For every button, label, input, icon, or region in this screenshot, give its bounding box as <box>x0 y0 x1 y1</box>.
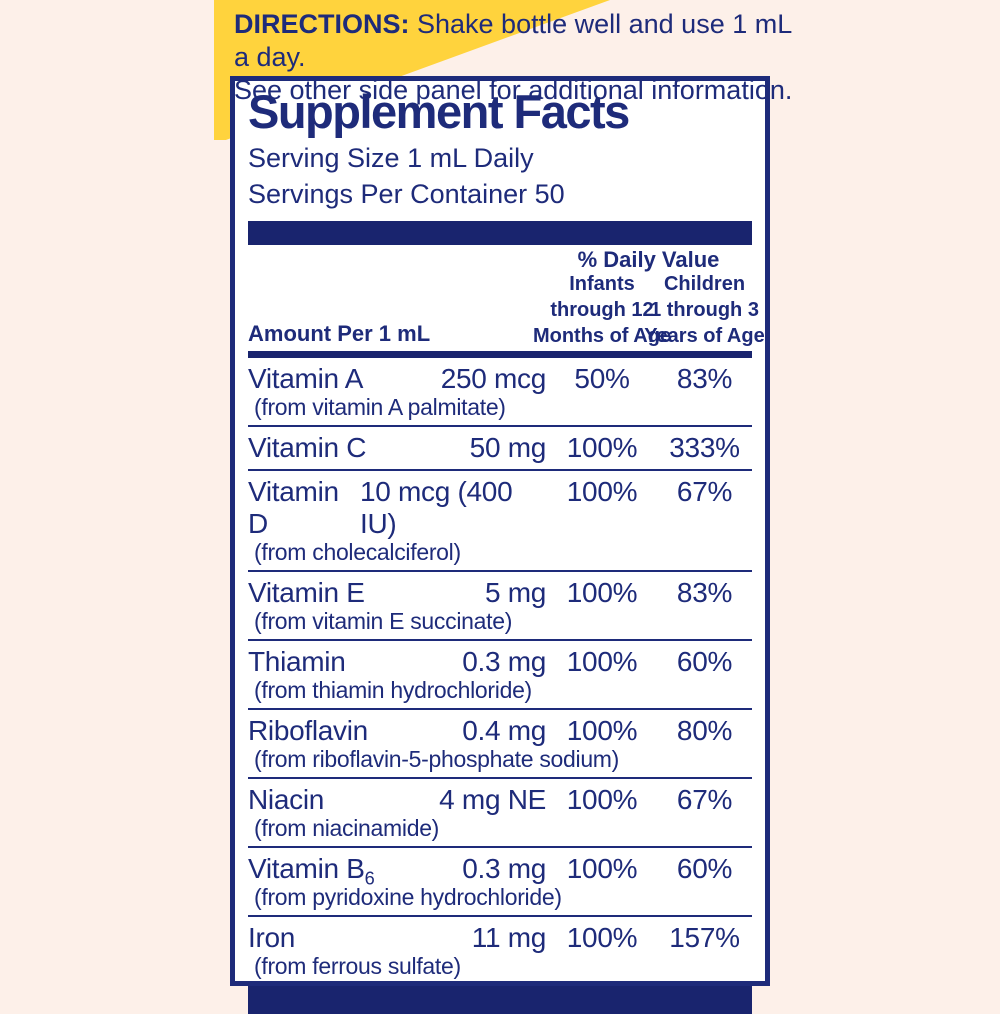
nutrient-source: (from cholecalciferol) <box>254 539 461 565</box>
table-row-iron: Iron 11 mg 100% 157% (from ferrous sulfa… <box>248 917 752 984</box>
header-children-column: Children 1 through 3 Years of Age <box>644 271 764 349</box>
infants-dv: 100% <box>566 432 638 463</box>
nutrient-amount: 11 mg <box>471 922 547 953</box>
directions-line1-rest: Shake bottle well and use 1 mL a day. <box>234 9 792 72</box>
nutrient-name: Iron <box>248 922 296 953</box>
header-children-line1: Children <box>663 273 746 295</box>
panel-title: Supplement Facts <box>248 85 630 138</box>
header-children-line3: Years of Age <box>644 325 765 347</box>
nutrient-source: (from vitamin E succinate) <box>254 608 513 634</box>
divider-bar-bottom <box>248 986 752 1014</box>
nutrient-source: (from ferrous sulfate) <box>254 953 461 979</box>
nutrient-source: (from thiamin hydrochloride) <box>254 677 532 703</box>
children-dv: 83% <box>676 363 733 394</box>
table-row-vitamin-d: Vitamin D 10 mcg (400 IU) 100% 67% (from… <box>248 471 752 572</box>
table-row-vitamin-b6: Vitamin B6 0.3 mg 100% 60% (from pyridox… <box>248 848 752 917</box>
directions-line2: See other side panel for additional info… <box>234 75 793 105</box>
nutrient-name: Thiamin <box>248 646 346 677</box>
infants-dv: 100% <box>566 476 638 507</box>
serving-size: Serving Size 1 mL Daily <box>248 143 534 173</box>
nutrient-amount: 5 mg <box>484 577 546 608</box>
nutrient-table: Vitamin A 250 mcg 50% 83% (from vitamin … <box>248 358 752 984</box>
nutrient-name: Vitamin A <box>248 363 364 394</box>
children-dv: 157% <box>669 922 740 953</box>
infants-dv: 50% <box>574 363 630 394</box>
table-row-vitamin-e: Vitamin E 5 mg 100% 83% (from vitamin E … <box>248 572 752 641</box>
nutrient-amount: 0.3 mg <box>462 646 546 677</box>
supplement-facts-panel: Supplement Facts Serving Size 1 mL Daily… <box>230 76 770 1014</box>
divider-bar-top <box>248 221 752 245</box>
directions-label: DIRECTIONS: <box>234 9 410 39</box>
nutrient-amount: 0.3 mg <box>462 853 546 884</box>
children-dv: 67% <box>676 784 733 815</box>
table-row-vitamin-c: Vitamin C 50 mg 100% 333% <box>248 427 752 471</box>
nutrient-source: (from pyridoxine hydrochloride) <box>254 884 562 910</box>
nutrient-source: (from vitamin A palmitate) <box>254 394 506 420</box>
nutrient-amount: 4 mg NE <box>439 784 546 815</box>
table-row-niacin: Niacin 4 mg NE 100% 67% (from niacinamid… <box>248 779 752 848</box>
nutrient-name: Vitamin D <box>248 476 339 539</box>
children-dv: 80% <box>676 715 733 746</box>
nutrient-amount: 0.4 mg <box>462 715 546 746</box>
infants-dv: 100% <box>566 646 638 677</box>
nutrient-name: Vitamin B6 <box>248 853 375 889</box>
infants-dv: 100% <box>566 922 638 953</box>
nutrient-amount: 250 mcg <box>440 363 547 394</box>
table-row-riboflavin: Riboflavin 0.4 mg 100% 80% (from ribofla… <box>248 710 752 779</box>
header-infants-line2: through 12 <box>550 299 654 321</box>
infants-dv: 100% <box>566 784 638 815</box>
children-dv: 67% <box>676 476 733 507</box>
nutrient-source: (from niacinamide) <box>254 815 440 841</box>
table-row-thiamin: Thiamin 0.3 mg 100% 60% (from thiamin hy… <box>248 641 752 710</box>
children-dv: 333% <box>669 432 740 463</box>
directions-text: DIRECTIONS: Shake bottle well and use 1 … <box>234 8 794 107</box>
nutrient-amount: 50 mg <box>469 432 547 463</box>
nutrient-name: Vitamin E <box>248 577 365 608</box>
infants-dv: 100% <box>566 853 638 884</box>
nutrient-source: (from riboflavin-5-phosphate sodium) <box>254 746 620 772</box>
infants-dv: 100% <box>566 715 638 746</box>
nutrient-name: Vitamin C <box>248 432 367 463</box>
children-dv: 83% <box>676 577 733 608</box>
table-row-vitamin-a: Vitamin A 250 mcg 50% 83% (from vitamin … <box>248 358 752 427</box>
header-infants-line3: Months of Age <box>532 325 672 347</box>
nutrient-name: Niacin <box>248 784 325 815</box>
directions-line1: DIRECTIONS: Shake bottle well and use 1 … <box>234 8 794 74</box>
header-amount-per-ml: Amount Per 1 mL <box>248 321 431 346</box>
nutrient-name: Riboflavin <box>248 715 368 746</box>
divider-bar-header <box>248 351 752 358</box>
table-header: Amount Per 1 mL % Daily Value Infants th… <box>248 245 765 351</box>
nutrient-amount: 10 mcg (400 IU) <box>360 476 513 539</box>
header-daily-value: % Daily Value <box>577 247 720 272</box>
servings-per-container: Servings Per Container 50 <box>248 179 565 209</box>
header-infants-column: Infants through 12 Months of Age <box>533 271 671 349</box>
children-dv: 60% <box>676 853 733 884</box>
infants-dv: 100% <box>566 577 638 608</box>
header-children-line2: 1 through 3 <box>650 299 759 321</box>
header-infants-line1: Infants <box>569 273 635 295</box>
children-dv: 60% <box>676 646 733 677</box>
